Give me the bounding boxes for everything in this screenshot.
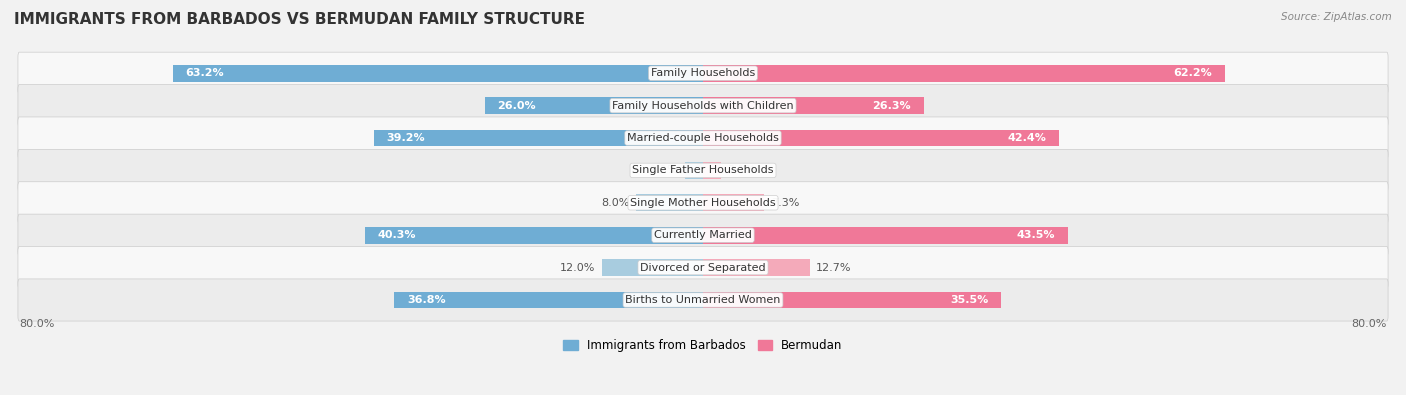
- Bar: [374, 130, 703, 147]
- FancyBboxPatch shape: [18, 182, 1388, 224]
- Text: 43.5%: 43.5%: [1017, 230, 1056, 240]
- Bar: [703, 292, 1001, 308]
- Text: 42.4%: 42.4%: [1007, 133, 1046, 143]
- Text: 63.2%: 63.2%: [186, 68, 224, 78]
- Text: Single Father Households: Single Father Households: [633, 166, 773, 175]
- Text: 40.3%: 40.3%: [377, 230, 416, 240]
- Bar: [685, 162, 703, 179]
- Bar: [366, 227, 703, 244]
- Text: Single Mother Households: Single Mother Households: [630, 198, 776, 208]
- Bar: [703, 97, 924, 114]
- Bar: [636, 194, 703, 211]
- Bar: [703, 130, 1059, 147]
- FancyBboxPatch shape: [18, 149, 1388, 192]
- FancyBboxPatch shape: [18, 52, 1388, 94]
- Bar: [703, 65, 1225, 82]
- Text: Family Households: Family Households: [651, 68, 755, 78]
- Text: Divorced or Separated: Divorced or Separated: [640, 263, 766, 273]
- Bar: [394, 292, 703, 308]
- Text: Married-couple Households: Married-couple Households: [627, 133, 779, 143]
- Bar: [703, 194, 765, 211]
- Bar: [703, 259, 810, 276]
- Text: 7.3%: 7.3%: [770, 198, 800, 208]
- Text: 80.0%: 80.0%: [20, 319, 55, 329]
- Text: 39.2%: 39.2%: [387, 133, 425, 143]
- Text: 36.8%: 36.8%: [406, 295, 446, 305]
- Bar: [703, 227, 1069, 244]
- Bar: [703, 162, 721, 179]
- Text: Births to Unmarried Women: Births to Unmarried Women: [626, 295, 780, 305]
- Text: 12.0%: 12.0%: [560, 263, 596, 273]
- FancyBboxPatch shape: [18, 85, 1388, 127]
- Text: 35.5%: 35.5%: [950, 295, 988, 305]
- FancyBboxPatch shape: [18, 279, 1388, 321]
- Text: 8.0%: 8.0%: [600, 198, 628, 208]
- Text: 12.7%: 12.7%: [817, 263, 852, 273]
- Text: 2.1%: 2.1%: [727, 166, 755, 175]
- Text: 26.0%: 26.0%: [498, 101, 536, 111]
- Text: 62.2%: 62.2%: [1174, 68, 1212, 78]
- Text: Family Households with Children: Family Households with Children: [612, 101, 794, 111]
- FancyBboxPatch shape: [18, 246, 1388, 289]
- Text: IMMIGRANTS FROM BARBADOS VS BERMUDAN FAMILY STRUCTURE: IMMIGRANTS FROM BARBADOS VS BERMUDAN FAM…: [14, 12, 585, 27]
- FancyBboxPatch shape: [18, 214, 1388, 256]
- Bar: [602, 259, 703, 276]
- Bar: [485, 97, 703, 114]
- Text: Currently Married: Currently Married: [654, 230, 752, 240]
- FancyBboxPatch shape: [18, 117, 1388, 159]
- Text: 26.3%: 26.3%: [873, 101, 911, 111]
- Text: Source: ZipAtlas.com: Source: ZipAtlas.com: [1281, 12, 1392, 22]
- Legend: Immigrants from Barbados, Bermudan: Immigrants from Barbados, Bermudan: [564, 339, 842, 352]
- Text: 80.0%: 80.0%: [1351, 319, 1386, 329]
- Bar: [173, 65, 703, 82]
- Text: 2.2%: 2.2%: [650, 166, 678, 175]
